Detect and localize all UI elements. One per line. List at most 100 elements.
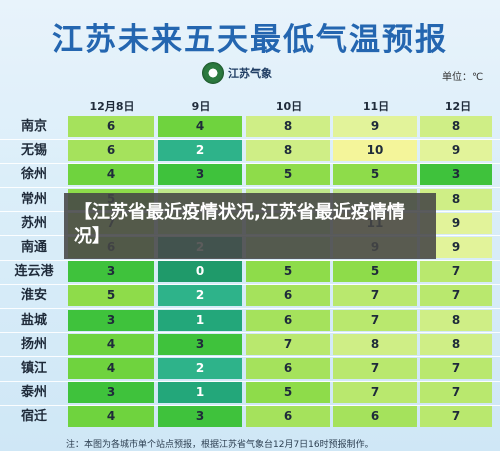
city-name: 无锡 bbox=[20, 143, 47, 159]
temperature-cell: 3 bbox=[68, 309, 154, 331]
row-divider bbox=[0, 259, 500, 261]
temperature-cell: 6 bbox=[333, 406, 417, 428]
temperature-cell: 7 bbox=[420, 261, 492, 283]
page-title: 江苏未来五天最低气温预报 bbox=[52, 22, 448, 58]
temperature-cell: 7 bbox=[333, 285, 417, 307]
row-divider bbox=[0, 380, 500, 382]
temperature-cell: 3 bbox=[158, 406, 242, 428]
temperature-cell: 8 bbox=[333, 333, 417, 355]
row-divider bbox=[0, 186, 500, 188]
temperature-cell: 9 bbox=[420, 212, 492, 234]
table-row: 徐州 4 3 5 5 3 bbox=[8, 164, 492, 186]
temperature-cell: 6 bbox=[246, 358, 330, 379]
temperature-cell: 2 bbox=[158, 285, 242, 307]
temperature-cell: 7 bbox=[420, 406, 492, 428]
temperature-cell: 5 bbox=[246, 261, 330, 283]
temperature-cell: 3 bbox=[158, 164, 242, 186]
temperature-cell: 4 bbox=[68, 358, 154, 379]
temperature-cell: 5 bbox=[246, 164, 330, 186]
city-name: 淮安 bbox=[20, 288, 47, 304]
temperature-cell: 8 bbox=[246, 140, 330, 162]
temperature-cell: 8 bbox=[246, 116, 330, 137]
temperature-cell: 7 bbox=[333, 309, 417, 331]
logo-text: 江苏气象 bbox=[228, 67, 272, 80]
temperature-cell: 7 bbox=[333, 358, 417, 379]
temperature-cell: 6 bbox=[246, 285, 330, 307]
temperature-cell: 8 bbox=[420, 333, 492, 355]
temperature-cell: 4 bbox=[68, 164, 154, 186]
table-row: 宿迁 4 3 6 6 7 bbox=[8, 406, 492, 428]
date-header-cell: 12日 bbox=[444, 100, 472, 113]
date-header-cell: 9日 bbox=[191, 100, 211, 113]
weather-logo: 江苏气象 bbox=[202, 60, 306, 86]
temperature-cell: 5 bbox=[68, 285, 154, 307]
temperature-cell: 8 bbox=[420, 309, 492, 331]
table-row: 南京 6 4 8 9 8 bbox=[8, 116, 492, 137]
temperature-cell: 6 bbox=[68, 140, 154, 162]
temperature-cell: 3 bbox=[420, 164, 492, 186]
temperature-cell: 7 bbox=[246, 333, 330, 355]
city-name: 连云港 bbox=[14, 264, 54, 280]
table-row: 盐城 3 1 6 7 8 bbox=[8, 309, 492, 331]
city-name: 苏州 bbox=[20, 215, 47, 231]
row-divider bbox=[0, 283, 500, 285]
row-divider bbox=[0, 332, 500, 334]
date-header-cell: 11日 bbox=[362, 100, 390, 113]
temperature-cell: 3 bbox=[158, 333, 242, 355]
temperature-cell: 4 bbox=[68, 333, 154, 355]
temperature-cell: 10 bbox=[333, 140, 417, 162]
city-name: 南通 bbox=[20, 240, 47, 255]
city-name: 镇江 bbox=[20, 361, 47, 376]
row-divider bbox=[0, 138, 500, 140]
city-name: 扬州 bbox=[20, 336, 47, 352]
temperature-cell: 7 bbox=[420, 358, 492, 379]
temperature-cell: 6 bbox=[246, 406, 330, 428]
date-header-cell: 12月8日 bbox=[89, 100, 135, 113]
table-row: 淮安 5 2 6 7 7 bbox=[8, 285, 492, 307]
row-divider bbox=[0, 356, 500, 358]
temperature-cell: 5 bbox=[333, 261, 417, 283]
unit-label: 单位：℃ bbox=[442, 72, 484, 83]
temperature-cell: 7 bbox=[420, 285, 492, 307]
temperature-cell: 1 bbox=[158, 382, 242, 404]
temperature-cell: 5 bbox=[333, 164, 417, 186]
temperature-cell: 1 bbox=[158, 309, 242, 331]
date-header: 12月8日 9日 10日 11日 12日 bbox=[0, 98, 500, 114]
table-row: 连云港 3 0 5 5 7 bbox=[8, 261, 492, 283]
temperature-cell: 9 bbox=[420, 140, 492, 162]
temperature-cell: 2 bbox=[158, 358, 242, 379]
table-row: 镇江 4 2 6 7 7 bbox=[8, 358, 492, 379]
city-name: 泰州 bbox=[20, 385, 47, 401]
temperature-cell: 7 bbox=[333, 382, 417, 404]
overlay-title: 【江苏省最近疫情状况,江苏省最近疫情情况】 bbox=[74, 202, 405, 247]
article-title-overlay: 【江苏省最近疫情状况,江苏省最近疫情情况】 bbox=[64, 193, 436, 259]
city-name: 南京 bbox=[20, 119, 47, 134]
date-header-cell: 10日 bbox=[275, 100, 303, 113]
row-divider bbox=[0, 404, 500, 406]
city-name: 宿迁 bbox=[20, 409, 47, 425]
weather-emblem-icon bbox=[202, 62, 224, 84]
temperature-cell: 9 bbox=[333, 116, 417, 137]
table-row: 扬州 4 3 7 8 8 bbox=[8, 333, 492, 355]
temperature-cell: 6 bbox=[68, 116, 154, 137]
temperature-cell: 7 bbox=[420, 382, 492, 404]
city-name: 常州 bbox=[20, 191, 47, 207]
temperature-cell: 6 bbox=[246, 309, 330, 331]
city-name: 盐城 bbox=[20, 312, 47, 328]
temperature-cell: 4 bbox=[158, 116, 242, 137]
temperature-cell: 2 bbox=[158, 140, 242, 162]
footnote: 注：本图为各城市单个站点预报，根据江苏省气象台12月7日16时预报制作。 bbox=[66, 440, 374, 450]
row-divider bbox=[0, 162, 500, 164]
temperature-cell: 3 bbox=[68, 261, 154, 283]
temperature-cell: 9 bbox=[420, 237, 492, 258]
temperature-cell: 8 bbox=[420, 188, 492, 210]
temperature-cell: 4 bbox=[68, 406, 154, 428]
temperature-cell: 5 bbox=[246, 382, 330, 404]
table-row: 无锡 6 2 8 10 9 bbox=[8, 140, 492, 162]
table-row: 泰州 3 1 5 7 7 bbox=[8, 382, 492, 404]
temperature-cell: 8 bbox=[420, 116, 492, 137]
row-divider bbox=[0, 307, 500, 309]
city-name: 徐州 bbox=[20, 167, 47, 183]
temperature-cell: 0 bbox=[158, 261, 242, 283]
temperature-cell: 3 bbox=[68, 382, 154, 404]
